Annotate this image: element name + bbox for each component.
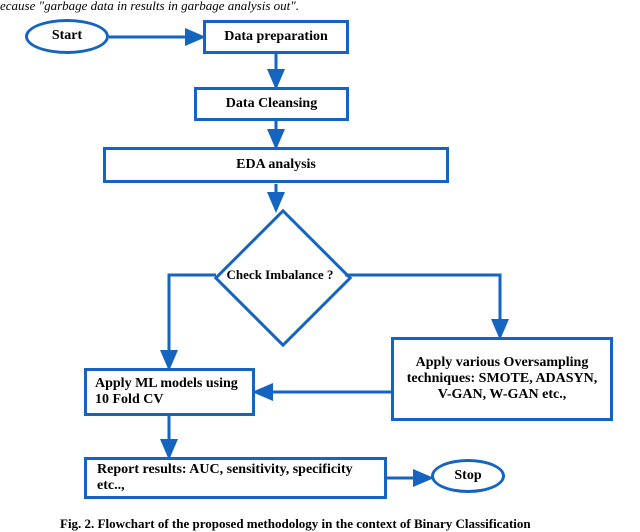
node-data-preparation: Data preparation xyxy=(203,20,349,54)
node-stop: Stop xyxy=(431,459,505,493)
node-report-results: Report results: AUC, sensitivity, specif… xyxy=(84,457,387,499)
node-data-cleansing: Data Cleansing xyxy=(194,87,349,121)
node-eda-analysis: EDA analysis xyxy=(103,147,449,183)
top-fragment-text: ecause "garbage data in results in garba… xyxy=(0,0,299,14)
node-check-imbalance: Check Imbalance ? xyxy=(215,210,345,340)
node-oversampling-techniques: Apply various Oversampling techniques: S… xyxy=(391,337,613,421)
figure-caption: Fig. 2. Flowchart of the proposed method… xyxy=(60,516,531,532)
flowchart-container: ecause "garbage data in results in garba… xyxy=(0,0,640,531)
node-start: Start xyxy=(25,19,109,54)
node-apply-ml-models: Apply ML models using 10 Fold CV xyxy=(84,368,255,416)
